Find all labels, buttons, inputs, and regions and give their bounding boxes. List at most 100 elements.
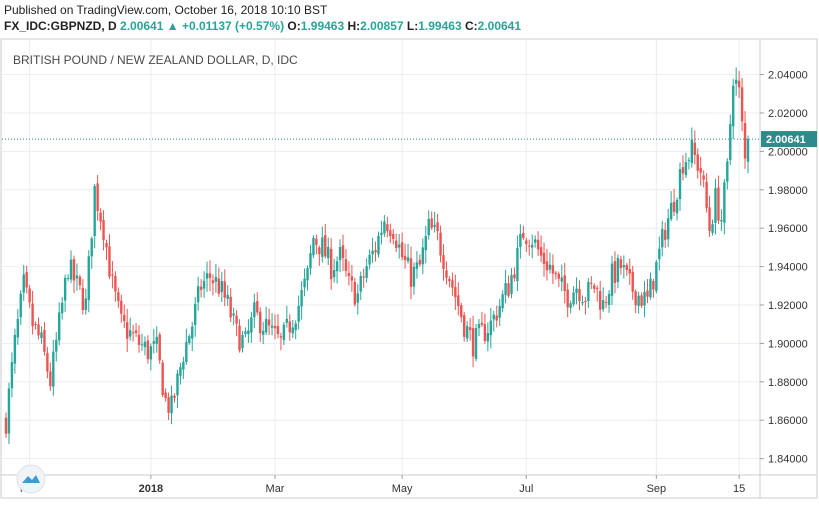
- candle-body: [374, 250, 377, 253]
- candle-body: [338, 247, 342, 261]
- candle-body: [403, 255, 407, 261]
- close-label: C:: [464, 19, 478, 33]
- candle-body: [365, 266, 368, 278]
- candle-body: [554, 272, 558, 275]
- candle-body: [152, 341, 156, 344]
- candle-body: [149, 346, 153, 360]
- candle-body: [729, 124, 732, 160]
- candle-body: [193, 303, 197, 326]
- candle-body: [566, 289, 569, 308]
- change-value: +0.01137 (+0.57%): [181, 19, 285, 33]
- candle-body: [66, 277, 70, 279]
- candle-body: [380, 232, 383, 236]
- candle-body: [146, 340, 150, 360]
- candle-body: [604, 302, 608, 304]
- candle-body: [43, 329, 46, 352]
- candle-body: [386, 224, 389, 232]
- candle-body: [575, 288, 578, 293]
- candle-body: [309, 253, 312, 269]
- candle-body: [672, 201, 676, 212]
- candle-body: [557, 273, 561, 279]
- chart-header: Published on TradingView.com, October 16…: [4, 3, 816, 35]
- candle-body: [693, 142, 696, 156]
- candle-body: [737, 80, 741, 88]
- candle-body: [16, 318, 20, 338]
- candle-body: [279, 336, 283, 338]
- candle-body: [49, 371, 52, 387]
- candle-body: [123, 314, 126, 322]
- candle-body: [25, 272, 28, 288]
- candle-body: [723, 182, 726, 223]
- candle-body: [161, 362, 164, 396]
- candle-body: [430, 218, 433, 228]
- high-label: H:: [347, 19, 361, 33]
- candle-body: [312, 237, 315, 256]
- tradingview-logo-icon[interactable]: [16, 464, 46, 494]
- candle-body: [445, 270, 448, 278]
- candle-body: [542, 252, 546, 265]
- candle-body: [52, 351, 55, 387]
- candle-body: [22, 274, 25, 293]
- candle-body: [480, 322, 484, 325]
- candle-body: [646, 290, 649, 297]
- candle-body: [451, 280, 454, 288]
- candle-body: [720, 219, 723, 222]
- candle-body: [264, 319, 268, 333]
- candle-body: [362, 276, 365, 278]
- price-chart[interactable]: 2.04000 2.02000 2.00000 1.98000 1.96000 1.940…: [0, 38, 819, 505]
- x-tick-label: Jul: [519, 483, 533, 495]
- candle-body: [489, 320, 493, 336]
- candle-body: [185, 341, 188, 362]
- candle-body: [631, 271, 634, 292]
- y-tick-label: 1.96000: [768, 223, 808, 235]
- candle-body: [652, 281, 655, 290]
- candle-body: [368, 254, 371, 265]
- candle-body: [457, 295, 460, 307]
- candle-body: [436, 222, 439, 232]
- candle-body: [702, 175, 705, 180]
- candle-body: [120, 300, 123, 314]
- candles: [2, 67, 760, 445]
- candle-body: [256, 301, 259, 313]
- candle-body: [232, 313, 235, 316]
- candle-body: [335, 261, 339, 272]
- candle-body: [19, 293, 22, 318]
- last-price-tag-label: 2.00641: [766, 134, 806, 146]
- candle-body: [247, 330, 250, 335]
- candle-body: [634, 291, 637, 306]
- candle-body: [327, 246, 330, 259]
- candle-body: [530, 244, 534, 248]
- candle-body: [740, 87, 744, 122]
- candle-body: [415, 262, 419, 269]
- candle-body: [625, 264, 628, 270]
- candle-body: [208, 273, 212, 278]
- candle-body: [303, 278, 306, 288]
- candle-body: [675, 199, 679, 214]
- candle-body: [433, 224, 436, 228]
- candle-body: [58, 312, 61, 341]
- candle-body: [714, 188, 717, 223]
- y-tick-label: 1.88000: [768, 377, 808, 389]
- candle-body: [495, 315, 498, 321]
- candle-body: [522, 233, 525, 239]
- candle-body: [584, 301, 587, 303]
- candle-body: [87, 256, 90, 301]
- candle-body: [743, 123, 747, 159]
- y-tick-label: 1.90000: [768, 338, 808, 350]
- candle-body: [250, 317, 253, 333]
- candle-body: [4, 417, 8, 434]
- candle-body: [202, 280, 206, 289]
- candle-body: [324, 235, 327, 257]
- candle-body: [69, 259, 73, 280]
- candle-body: [465, 326, 469, 339]
- candle-body: [90, 238, 93, 257]
- candle-body: [569, 303, 572, 308]
- price-axis[interactable]: 2.04000 2.02000 2.00000 1.98000 1.96000 1.940…: [759, 39, 817, 498]
- candle-body: [270, 325, 274, 328]
- candle-body: [34, 323, 37, 325]
- candle-body: [705, 181, 708, 208]
- y-tick-label: 2.02000: [768, 108, 808, 120]
- candle-body: [536, 239, 540, 250]
- chart-area[interactable]: 2.04000 2.02000 2.00000 1.98000 1.96000 1.940…: [0, 38, 819, 505]
- candle-body: [111, 274, 114, 276]
